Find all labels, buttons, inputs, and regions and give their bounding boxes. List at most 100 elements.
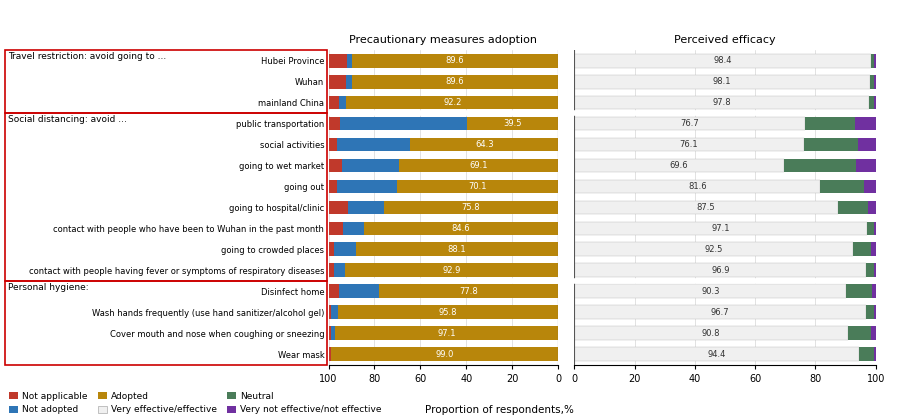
- Bar: [847, 285, 872, 298]
- Bar: [855, 117, 876, 130]
- Bar: [328, 305, 331, 319]
- Bar: [853, 243, 871, 256]
- Bar: [331, 347, 558, 361]
- Bar: [334, 264, 345, 277]
- Text: 90.8: 90.8: [702, 328, 720, 338]
- Bar: [380, 285, 558, 298]
- Bar: [328, 264, 334, 277]
- Bar: [342, 159, 400, 172]
- Text: Proportion of respondents,%: Proportion of respondents,%: [425, 405, 574, 415]
- Bar: [574, 326, 848, 340]
- Bar: [467, 117, 558, 130]
- Bar: [858, 138, 876, 151]
- Bar: [870, 75, 875, 88]
- Text: 97.1: 97.1: [437, 328, 455, 338]
- Text: 94.4: 94.4: [707, 349, 725, 359]
- Bar: [328, 96, 338, 109]
- Bar: [353, 75, 558, 88]
- Bar: [364, 222, 558, 235]
- Bar: [867, 222, 875, 235]
- Bar: [346, 54, 353, 67]
- Bar: [864, 180, 876, 193]
- Bar: [348, 201, 384, 214]
- Text: Personal hygiene:: Personal hygiene:: [8, 283, 89, 292]
- Text: 88.1: 88.1: [447, 245, 466, 254]
- Text: 76.7: 76.7: [680, 119, 699, 128]
- Legend: Not applicable, Not adopted, Adopted, Very effective/effective, Neutral, Very no: Not applicable, Not adopted, Adopted, Ve…: [9, 392, 382, 414]
- Bar: [574, 243, 853, 256]
- Bar: [346, 75, 353, 88]
- Text: 75.8: 75.8: [462, 203, 481, 212]
- Text: 98.4: 98.4: [714, 56, 732, 65]
- Bar: [574, 96, 869, 109]
- Bar: [574, 305, 866, 319]
- Text: 69.6: 69.6: [670, 161, 688, 170]
- Bar: [337, 138, 410, 151]
- Bar: [574, 201, 838, 214]
- Bar: [328, 159, 342, 172]
- Text: 89.6: 89.6: [446, 77, 464, 86]
- Bar: [346, 96, 558, 109]
- Bar: [804, 138, 858, 151]
- Bar: [328, 222, 343, 235]
- Bar: [574, 285, 847, 298]
- Text: 98.1: 98.1: [713, 77, 732, 86]
- Bar: [338, 285, 380, 298]
- Bar: [328, 117, 340, 130]
- Bar: [384, 201, 558, 214]
- Text: 81.6: 81.6: [688, 182, 706, 191]
- Bar: [859, 347, 875, 361]
- Bar: [574, 347, 859, 361]
- Bar: [870, 326, 876, 340]
- Bar: [328, 326, 331, 340]
- Bar: [328, 75, 346, 88]
- Text: 76.1: 76.1: [680, 140, 698, 149]
- Bar: [328, 201, 348, 214]
- Bar: [340, 117, 467, 130]
- Bar: [868, 201, 876, 214]
- Text: 92.5: 92.5: [705, 245, 723, 254]
- Bar: [400, 159, 558, 172]
- Bar: [857, 159, 876, 172]
- Bar: [328, 285, 338, 298]
- Bar: [574, 138, 804, 151]
- Bar: [328, 180, 337, 193]
- Bar: [574, 159, 784, 172]
- Bar: [875, 96, 876, 109]
- Bar: [875, 54, 876, 67]
- Bar: [869, 96, 875, 109]
- Bar: [875, 264, 876, 277]
- Bar: [343, 222, 364, 235]
- Bar: [410, 138, 558, 151]
- Bar: [328, 54, 346, 67]
- Bar: [574, 180, 820, 193]
- Bar: [806, 117, 855, 130]
- Bar: [866, 305, 874, 319]
- Bar: [574, 222, 867, 235]
- Text: 69.1: 69.1: [470, 161, 488, 170]
- Text: 70.1: 70.1: [468, 182, 487, 191]
- Title: Precautionary measures adoption: Precautionary measures adoption: [349, 35, 537, 45]
- Bar: [867, 264, 875, 277]
- Text: 90.3: 90.3: [701, 287, 720, 296]
- Text: 89.6: 89.6: [446, 56, 464, 65]
- Text: 95.8: 95.8: [439, 308, 457, 317]
- Bar: [871, 54, 875, 67]
- Text: 97.8: 97.8: [712, 98, 731, 107]
- Bar: [875, 347, 876, 361]
- Title: Perceived efficacy: Perceived efficacy: [674, 35, 776, 45]
- Bar: [338, 305, 558, 319]
- Bar: [838, 201, 868, 214]
- Bar: [328, 347, 331, 361]
- Text: Social distancing: avoid ...: Social distancing: avoid ...: [8, 115, 127, 124]
- Bar: [875, 222, 876, 235]
- Bar: [356, 243, 558, 256]
- Text: 92.9: 92.9: [442, 266, 461, 275]
- Text: 39.5: 39.5: [503, 119, 522, 128]
- Bar: [331, 305, 338, 319]
- Text: 64.3: 64.3: [475, 140, 493, 149]
- Text: 97.1: 97.1: [711, 224, 730, 233]
- Text: 87.5: 87.5: [697, 203, 716, 212]
- Bar: [574, 264, 867, 277]
- Bar: [872, 285, 876, 298]
